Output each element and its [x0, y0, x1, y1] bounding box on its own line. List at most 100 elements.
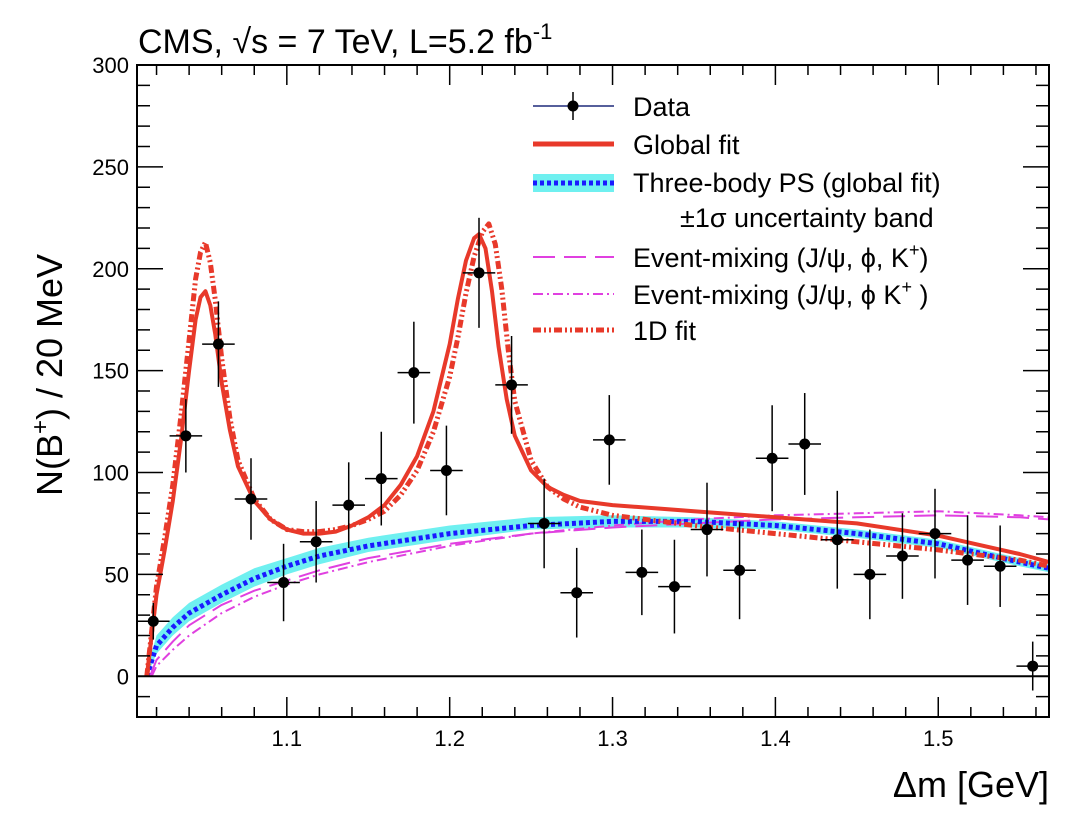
data-point	[886, 513, 919, 599]
event-mixing-2-curve	[150, 510, 1049, 677]
y-tick-label: 0	[117, 664, 129, 689]
data-point-marker	[831, 534, 843, 546]
x-tick-label: 1.1	[272, 726, 303, 751]
data-point	[137, 602, 170, 640]
data-point-marker	[734, 564, 746, 576]
data-point	[462, 217, 496, 328]
x-axis-title: Δm [GeV]	[893, 764, 1049, 805]
data-point	[299, 501, 333, 583]
data-point	[560, 547, 593, 638]
data-point-marker	[180, 430, 192, 442]
axis-ticks: 0 50 100 150 200 250 300 1.1 1.2 1.3 1.4 1.5	[92, 53, 1049, 751]
data-point	[690, 482, 724, 577]
data-point-marker	[668, 581, 680, 593]
data-point-marker	[147, 615, 159, 627]
legend-label-fit1d: 1D fit	[633, 316, 697, 346]
x-tick-label: 1.4	[760, 726, 791, 751]
data-point	[267, 543, 300, 622]
data-point	[983, 525, 1017, 607]
legend-label-mix1: Event-mixing (J/ψ, ϕ, K+)	[633, 240, 928, 273]
data-point	[918, 488, 952, 579]
y-axis-title-main: N(B	[29, 434, 70, 496]
data-point-marker	[636, 566, 648, 578]
chart-title-main: CMS, √s = 7 TeV, L=5.2 fb	[138, 23, 533, 61]
uncertainty-band-area	[146, 515, 1049, 677]
data-point-marker	[571, 587, 583, 599]
x-tick-label: 1.2	[434, 726, 465, 751]
data-point-marker	[896, 550, 908, 562]
global-fit-curve	[144, 232, 1049, 677]
fit-1d-curve	[144, 221, 1049, 677]
y-tick-label: 100	[92, 461, 129, 486]
legend-data-sample	[533, 92, 614, 120]
legend-label-mix1-tail: )	[919, 243, 928, 273]
data-point	[495, 335, 528, 434]
data-point-marker	[538, 517, 550, 529]
data-point	[593, 395, 626, 485]
data-point-marker	[245, 493, 257, 505]
y-tick-label: 50	[105, 562, 129, 587]
y-tick-label: 250	[92, 155, 129, 180]
fit-curves	[144, 221, 1049, 678]
data-point	[788, 393, 821, 495]
data-point	[202, 301, 235, 387]
legend-label-mix2: Event-mixing (J/ψ, ϕ K+ )	[633, 277, 928, 310]
data-point-marker	[766, 452, 778, 464]
y-axis-title-tail: ) / 20 MeV	[29, 254, 70, 420]
data-point-marker	[473, 267, 485, 279]
legend-label-data: Data	[633, 92, 691, 122]
data-point	[332, 462, 365, 548]
data-point	[430, 425, 463, 516]
data-point	[169, 399, 203, 473]
y-axis-title-sup: +	[27, 420, 54, 434]
y-tick-label: 300	[92, 53, 129, 78]
data-point	[853, 529, 887, 620]
data-point	[755, 405, 789, 512]
chart-title: CMS, √s = 7 TeV, L=5.2 fb-1	[138, 19, 552, 61]
data-point	[234, 458, 268, 540]
data-point	[625, 529, 659, 616]
data-point	[723, 521, 756, 620]
data-point-marker	[603, 434, 615, 446]
legend-label-mix1-main: Event-mixing (J/ψ, ϕ, K	[633, 243, 909, 273]
data-point-marker	[440, 464, 452, 476]
y-axis-title: N(B+) / 20 MeV	[27, 254, 70, 496]
legend-label-ps: Three-body PS (global fit)	[633, 168, 941, 198]
data-point-marker	[375, 473, 387, 485]
data-point-marker	[1027, 660, 1039, 672]
legend-label-mix1-sup: +	[909, 240, 920, 260]
event-mixing-1-curve	[149, 514, 1049, 677]
data-point-marker	[212, 338, 224, 350]
data-point-marker	[994, 560, 1006, 572]
legend: Data Global fit Three-body PS (global fi…	[533, 92, 941, 346]
x-tick-label: 1.5	[923, 726, 954, 751]
data-point-marker	[864, 568, 876, 580]
legend-label-mix2-tail: )	[912, 280, 929, 310]
uncertainty-band	[146, 515, 1049, 677]
x-tick-label: 1.3	[597, 726, 628, 751]
legend-label-mix2-sup: +	[901, 277, 912, 297]
legend-label-band: ±1σ uncertainty band	[680, 203, 934, 233]
data-point	[1016, 641, 1049, 691]
plot-frame	[136, 64, 1050, 718]
data-point-marker	[310, 536, 322, 548]
legend-data-marker	[567, 100, 579, 112]
data-point	[951, 515, 984, 605]
legend-band-sample	[533, 174, 614, 192]
chart-title-superscript: -1	[533, 19, 553, 44]
legend-label-global: Global fit	[633, 130, 740, 160]
y-tick-label: 150	[92, 359, 129, 384]
data-point	[397, 321, 431, 424]
data-point-marker	[506, 379, 518, 391]
data-point	[365, 431, 398, 526]
data-points	[137, 217, 1049, 691]
y-tick-label: 200	[92, 257, 129, 282]
data-point	[658, 539, 691, 634]
data-point-marker	[343, 499, 355, 511]
data-point-marker	[799, 438, 811, 450]
data-point-marker	[962, 554, 974, 566]
legend-label-mix2-main: Event-mixing (J/ψ, ϕ K	[633, 280, 901, 310]
data-point	[527, 478, 561, 569]
data-point-marker	[929, 528, 941, 540]
